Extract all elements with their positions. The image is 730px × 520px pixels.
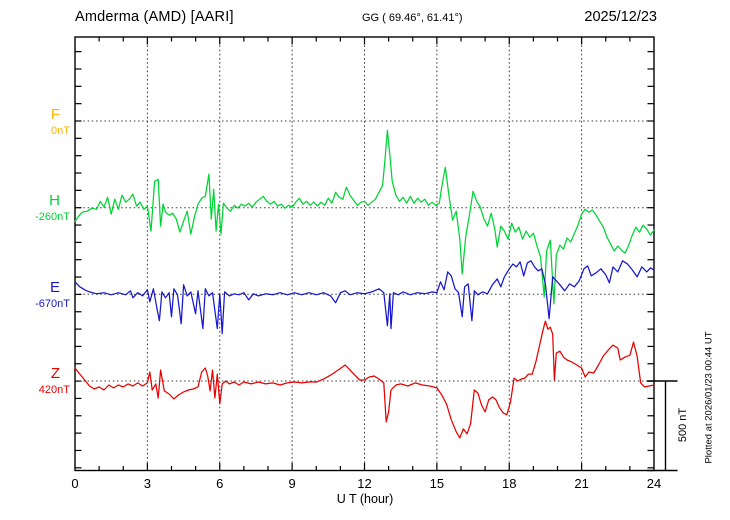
x-axis-label: U T (hour)	[336, 492, 394, 506]
component-letter-H: H	[49, 192, 60, 209]
x-tick-label: 15	[429, 476, 445, 491]
component-label-H: H -260nT	[0, 192, 70, 224]
x-tick-label: 24	[646, 476, 662, 491]
plot-date: 2025/12/23	[584, 9, 657, 25]
x-tick-label: 18	[502, 476, 517, 491]
component-letter-Z: Z	[50, 365, 60, 382]
plot-frame	[74, 36, 655, 472]
component-label-E: E -670nT	[0, 279, 70, 311]
trace-E	[74, 260, 655, 335]
x-tick-label: 12	[357, 476, 372, 491]
x-tick-label: 0	[71, 476, 79, 491]
component-label-F: F 0nT	[0, 106, 70, 138]
station-title: Amderma (AMD) [AARI]	[75, 9, 234, 25]
x-tick-label: 6	[216, 476, 224, 491]
x-tick-label: 21	[574, 476, 589, 491]
plotted-at-note: Plotted at 2026/01/23 00:44 UT	[703, 331, 715, 464]
component-baseline-F: 0nT	[51, 125, 70, 137]
component-label-Z: Z 420nT	[0, 365, 70, 397]
component-letter-F: F	[50, 106, 60, 123]
component-baseline-Z: 420nT	[38, 384, 70, 396]
x-tick-label: 3	[143, 476, 151, 491]
scale-bar-label: 500 nT	[677, 407, 689, 443]
component-letter-E: E	[49, 279, 60, 296]
gg-coordinates: GG ( 69.46°, 61.41°)	[362, 12, 463, 24]
x-tick-label: 9	[288, 476, 296, 491]
trace-Z	[74, 320, 655, 439]
component-baseline-E: -670nT	[35, 298, 70, 310]
component-baseline-H: -260nT	[35, 211, 70, 223]
